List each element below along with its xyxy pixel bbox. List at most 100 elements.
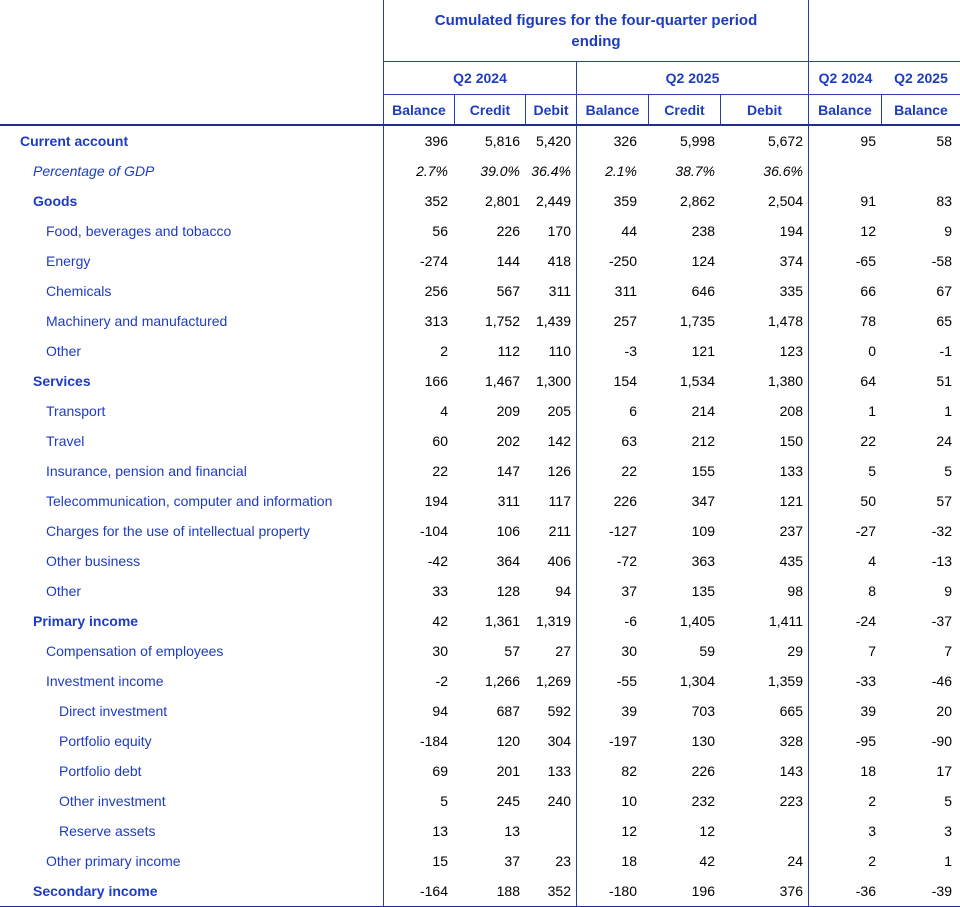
row-label: Transport <box>0 396 384 426</box>
column-group-q2-2024: Q2 2024 <box>384 62 577 95</box>
cell-value: 59 <box>699 643 715 659</box>
row-label: Machinery and manufactured <box>0 306 384 336</box>
cell-value: -46 <box>931 673 952 689</box>
row-label: Other business <box>0 546 384 576</box>
cell-value: 1,439 <box>526 306 577 336</box>
row-label: Charges for the use of intellectual prop… <box>0 516 384 546</box>
cell-value: 66 <box>860 283 876 299</box>
cell-value: 83 <box>936 193 952 209</box>
header-right-spacer <box>809 0 960 62</box>
cell-value: 1 <box>944 403 952 419</box>
cell-value: 117 <box>526 486 577 516</box>
cell-value: 82 <box>621 763 637 779</box>
cell-value: 406 <box>526 546 577 576</box>
cell-value: -2 <box>435 673 448 689</box>
cell-value: -95 <box>855 733 876 749</box>
cell-value: 58 <box>936 133 952 149</box>
cell-value: 37 <box>621 583 637 599</box>
cell-value: 65 <box>936 313 952 329</box>
cell-value: 5 <box>944 463 952 479</box>
cell-value: 20 <box>936 703 952 719</box>
cell-value: 154 <box>613 373 637 389</box>
row-label: Other primary income <box>0 846 384 876</box>
row-label: Telecommunication, computer and informat… <box>0 486 384 516</box>
cell-value <box>721 816 809 846</box>
cell-value: 42 <box>432 613 448 629</box>
cell-value: -104 <box>419 523 448 539</box>
cell-value: 2.1% <box>605 163 637 179</box>
cell-value: 39 <box>621 703 637 719</box>
row-label: Percentage of GDP <box>0 156 384 186</box>
cell-value: 5 <box>868 463 876 479</box>
cell-value: 30 <box>621 643 637 659</box>
cell-value: 226 <box>613 493 637 509</box>
cell-value: 1,304 <box>679 673 715 689</box>
cell-value: 2,449 <box>526 186 577 216</box>
cell-value: -180 <box>608 883 637 899</box>
cell-value: 22 <box>432 463 448 479</box>
cell-value: 50 <box>860 493 876 509</box>
row-label: Portfolio equity <box>0 726 384 756</box>
cell-value: 665 <box>721 696 809 726</box>
cell-value: 38.7% <box>675 163 715 179</box>
cell-value: 24 <box>936 433 952 449</box>
cell-value: 201 <box>496 763 520 779</box>
cell-value: 147 <box>496 463 520 479</box>
cell-value: 226 <box>496 223 520 239</box>
cell-value: 646 <box>691 283 715 299</box>
row-label: Travel <box>0 426 384 456</box>
cell-value: 39.0% <box>480 163 520 179</box>
cell-value: 121 <box>691 343 715 359</box>
cell-value: -65 <box>855 253 876 269</box>
cell-value: 9 <box>944 223 952 239</box>
cell-value: 196 <box>691 883 715 899</box>
cell-value <box>526 816 577 846</box>
cell-value: 64 <box>860 373 876 389</box>
cell-value: 208 <box>721 396 809 426</box>
cell-value: -55 <box>616 673 637 689</box>
cell-value: 144 <box>496 253 520 269</box>
cell-value: 7 <box>868 643 876 659</box>
row-label: Energy <box>0 246 384 276</box>
cell-value: 78 <box>860 313 876 329</box>
column-header-debit: Debit <box>526 95 577 126</box>
cell-value: 687 <box>496 703 520 719</box>
cell-value: 237 <box>721 516 809 546</box>
cell-value: 112 <box>497 343 520 359</box>
cell-value: 120 <box>496 733 520 749</box>
cell-value: 5,998 <box>679 133 715 149</box>
cell-value: 5,420 <box>526 126 577 156</box>
cell-value: 238 <box>691 223 715 239</box>
cell-value: 63 <box>621 433 637 449</box>
cell-value: 1,735 <box>679 313 715 329</box>
cell-value: 396 <box>424 133 448 149</box>
cell-value: 98 <box>721 576 809 606</box>
cell-value: 42 <box>699 853 715 869</box>
cell-value: 94 <box>432 703 448 719</box>
header-spacer <box>0 62 384 95</box>
cell-value: 2,801 <box>484 193 520 209</box>
cell-value: 240 <box>526 786 577 816</box>
cell-value: -36 <box>855 883 876 899</box>
cell-value: 23 <box>526 846 577 876</box>
row-label: Compensation of employees <box>0 636 384 666</box>
row-label: Reserve assets <box>0 816 384 846</box>
cell-value: 69 <box>432 763 448 779</box>
cell-value: 232 <box>691 793 715 809</box>
cell-value: -164 <box>419 883 448 899</box>
cell-value: 5 <box>944 793 952 809</box>
cell-value: 94 <box>526 576 577 606</box>
row-label: Other investment <box>0 786 384 816</box>
cell-value: 567 <box>496 283 520 299</box>
cell-value: 22 <box>621 463 637 479</box>
cell-value: 1,478 <box>721 306 809 336</box>
cell-value: 6 <box>629 403 637 419</box>
row-label: Services <box>0 366 384 396</box>
cell-value: 363 <box>691 553 715 569</box>
cell-value: 211 <box>526 516 577 546</box>
cell-value: 128 <box>496 583 520 599</box>
cell-value: 352 <box>526 876 577 906</box>
cell-value: 150 <box>721 426 809 456</box>
